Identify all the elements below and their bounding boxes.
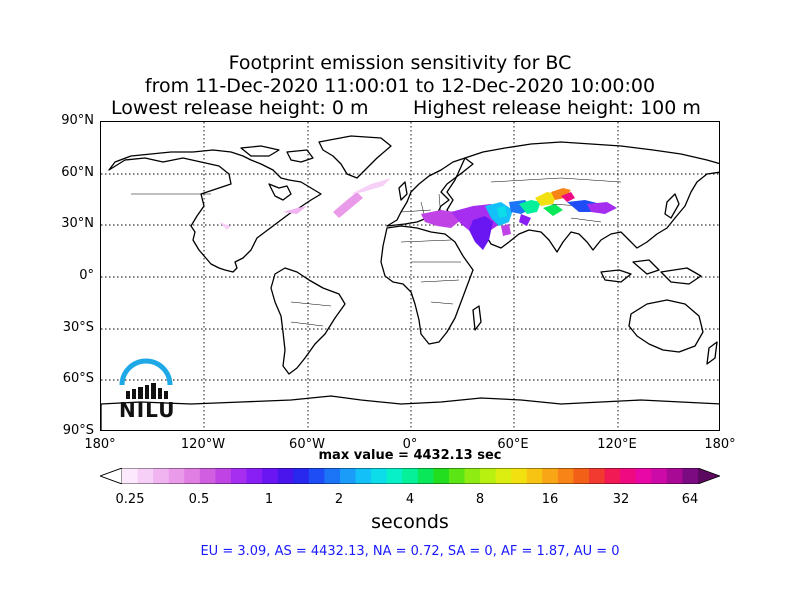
colorbar-cell [402, 468, 419, 484]
lat-label-90s: 90°S [62, 423, 94, 438]
title-line-2: from 11-Dec-2020 11:00:01 to 12-Dec-2020… [144, 75, 656, 97]
region-summary: EU = 3.09, AS = 4432.13, NA = 0.72, SA =… [200, 544, 620, 559]
nilu-logo [118, 355, 174, 421]
colorbar-cell [433, 468, 450, 484]
colorbar-cell [495, 468, 512, 484]
lon-label-120e: 120°E [597, 437, 637, 452]
colorbar-cell [604, 468, 621, 484]
colorbar-cell [293, 468, 310, 484]
colorbar-cell [262, 468, 279, 484]
colorbar-cell [324, 468, 341, 484]
lat-label-60s: 60°S [62, 371, 94, 386]
footprint-map [100, 121, 720, 431]
colorbar-tick: 4 [405, 492, 415, 507]
colorbar-cell [635, 468, 652, 484]
colorbar-under-extension [100, 468, 123, 484]
colorbar-cell [339, 468, 357, 484]
lat-label-30n: 30°N [61, 216, 94, 231]
title-release-low: Lowest release height: 0 m [111, 97, 369, 119]
colorbar-cell [682, 468, 699, 484]
colorbar-cell [215, 468, 232, 484]
colorbar-cell [526, 468, 543, 484]
colorbar-cell [246, 468, 263, 484]
lon-label-60w: 60°W [289, 437, 325, 452]
colorbar-cell [573, 468, 590, 484]
colorbar-cell [542, 468, 559, 484]
colorbar-cell [122, 468, 139, 484]
colorbar-tick: 0.5 [188, 492, 210, 507]
lon-label-120w: 120°W [180, 437, 226, 452]
colorbar-cell [386, 468, 403, 484]
colorbar-cell [168, 468, 185, 484]
colorbar-cell [371, 468, 388, 484]
colorbar-cell [557, 468, 574, 484]
colorbar-cell [137, 468, 154, 484]
title-line-1: Footprint emission sensitivity for BC [228, 52, 572, 74]
colorbar-cell [651, 468, 668, 484]
footprint-plume [219, 178, 617, 250]
nilu-logo-text: NILU [119, 398, 176, 422]
colorbar-cells [100, 468, 720, 484]
lon-label-180w: 180° [84, 437, 116, 452]
colorbar-tick: 2 [334, 492, 344, 507]
colorbar-cell [230, 468, 248, 484]
colorbar-cell [620, 468, 637, 484]
colorbar-tick: 1 [264, 492, 274, 507]
colorbar-cell [153, 468, 170, 484]
max-value-label: max value = 4432.13 sec [318, 448, 502, 463]
colorbar-cell [448, 468, 465, 484]
lat-label-60n: 60°N [61, 165, 94, 180]
colorbar-cell [355, 468, 372, 484]
colorbar-tick: 32 [612, 492, 630, 507]
map-gridlines [101, 122, 719, 430]
coastlines [101, 135, 719, 430]
colorbar-over-extension [698, 468, 720, 484]
lat-label-30s: 30°S [62, 320, 94, 335]
colorbar-unit-label: seconds [371, 511, 449, 533]
lon-label-60e: 60°E [497, 437, 529, 452]
colorbar-cell [666, 468, 683, 484]
colorbar-tick: 8 [475, 492, 485, 507]
colorbar-cell [464, 468, 481, 484]
lon-label-0: 0° [402, 437, 418, 452]
colorbar-cell [199, 468, 216, 484]
title-release-high: Highest release height: 100 m [413, 97, 701, 119]
colorbar-cell [277, 468, 294, 484]
colorbar [100, 468, 720, 484]
colorbar-cell [511, 468, 528, 484]
lon-label-180e: 180° [704, 437, 736, 452]
colorbar-tick: 16 [541, 492, 559, 507]
lat-label-0: 0° [79, 268, 94, 283]
colorbar-tick: 64 [681, 492, 699, 507]
colorbar-cell [308, 468, 325, 484]
lat-label-90n: 90°N [61, 113, 94, 128]
colorbar-cell [480, 468, 497, 484]
colorbar-cell [417, 468, 434, 484]
colorbar-cell [184, 468, 201, 484]
colorbar-cell [589, 468, 606, 484]
colorbar-tick: 0.25 [115, 492, 145, 507]
